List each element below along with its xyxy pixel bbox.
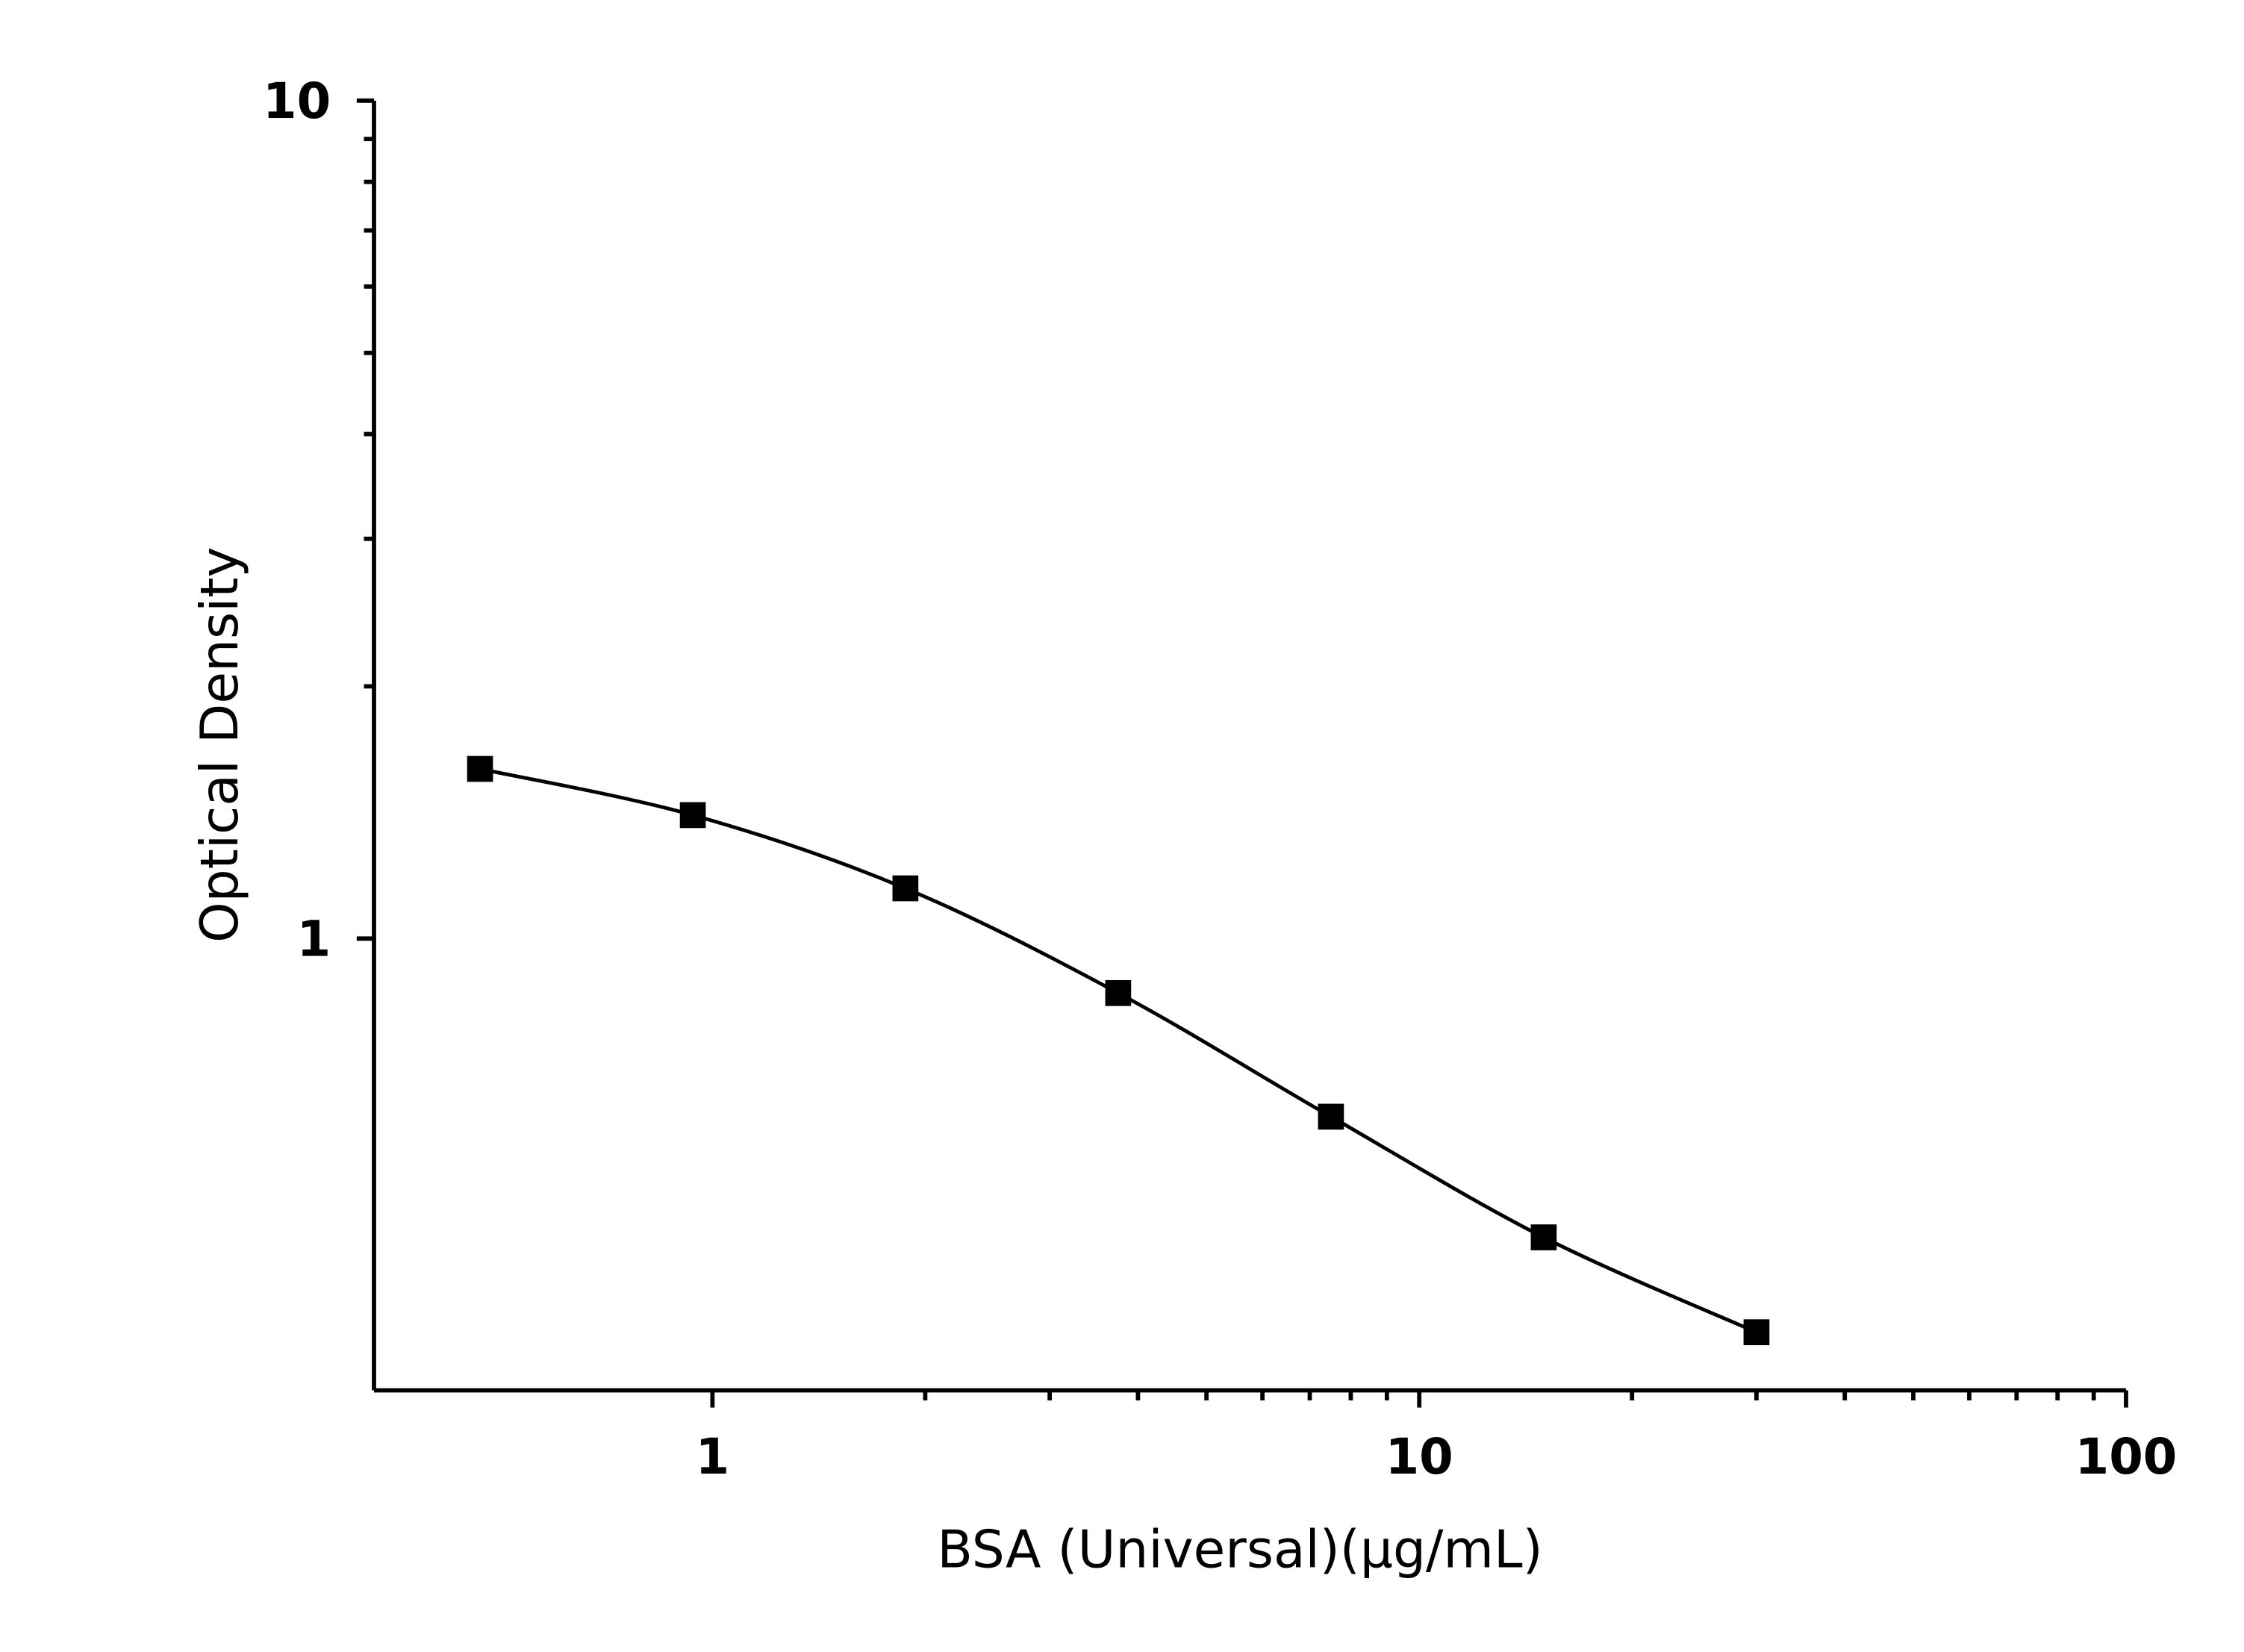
marker (1105, 979, 1132, 1006)
marker (1743, 1319, 1770, 1346)
marker (679, 802, 706, 829)
x-axis-title: BSA (Universal)(μg/mL) (937, 1520, 1542, 1580)
marker (1530, 1224, 1557, 1250)
x-tick-label: 100 (2075, 1429, 2178, 1486)
y-axis-title: Optical Density (190, 546, 250, 942)
fit-curve (479, 767, 1757, 1334)
y-tick-label: 1 (297, 911, 331, 967)
x-tick-label: 1 (696, 1429, 730, 1486)
x-tick-label: 10 (1386, 1429, 1453, 1486)
marker (892, 875, 919, 902)
marker (1318, 1103, 1344, 1130)
marker (467, 755, 493, 782)
y-tick-label: 10 (263, 73, 331, 130)
